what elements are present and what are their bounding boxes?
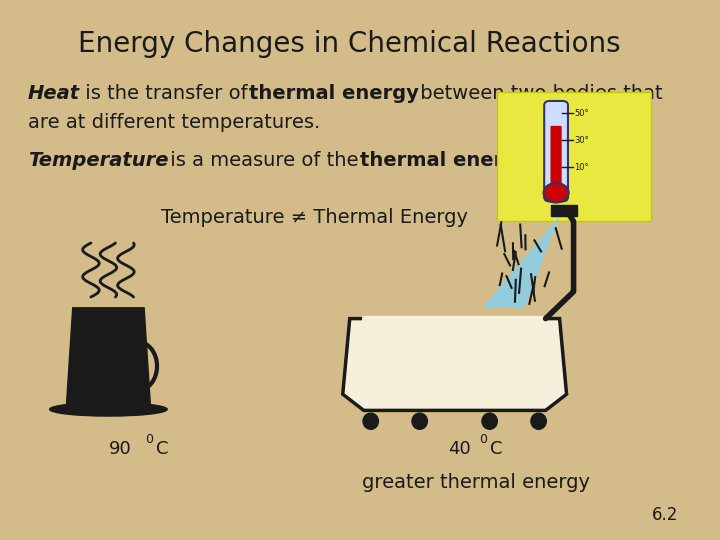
Text: C: C xyxy=(490,440,502,458)
Text: 0: 0 xyxy=(145,433,153,446)
Circle shape xyxy=(544,183,569,202)
Polygon shape xyxy=(343,319,567,410)
Text: thermal energy: thermal energy xyxy=(359,151,529,170)
Text: 30°: 30° xyxy=(575,136,589,145)
Text: between two bodies that: between two bodies that xyxy=(413,84,662,103)
Text: 40: 40 xyxy=(448,440,470,458)
Text: Energy Changes in Chemical Reactions: Energy Changes in Chemical Reactions xyxy=(78,30,621,58)
Ellipse shape xyxy=(363,413,379,429)
Polygon shape xyxy=(356,316,554,402)
Text: Temperature ≠ Thermal Energy: Temperature ≠ Thermal Energy xyxy=(161,208,468,227)
Text: 6.2: 6.2 xyxy=(652,506,678,524)
Polygon shape xyxy=(66,308,150,405)
Text: is a measure of the: is a measure of the xyxy=(164,151,365,170)
Text: 90: 90 xyxy=(109,440,131,458)
FancyBboxPatch shape xyxy=(497,92,650,221)
Text: Temperature: Temperature xyxy=(28,151,168,170)
Text: Heat: Heat xyxy=(28,84,80,103)
Text: is the transfer of: is the transfer of xyxy=(78,84,253,103)
Ellipse shape xyxy=(531,413,546,429)
Text: C: C xyxy=(156,440,168,458)
Text: 0: 0 xyxy=(479,433,487,446)
Text: .: . xyxy=(525,151,531,170)
Text: thermal energy: thermal energy xyxy=(248,84,418,103)
Ellipse shape xyxy=(412,413,428,429)
Text: 10°: 10° xyxy=(575,163,589,172)
Text: are at different temperatures.: are at different temperatures. xyxy=(28,113,320,132)
Polygon shape xyxy=(552,205,577,216)
Text: greater thermal energy: greater thermal energy xyxy=(361,472,590,491)
Ellipse shape xyxy=(482,413,498,429)
Text: 50°: 50° xyxy=(575,109,589,118)
FancyBboxPatch shape xyxy=(551,126,562,193)
FancyBboxPatch shape xyxy=(544,101,568,201)
Ellipse shape xyxy=(50,403,167,416)
Polygon shape xyxy=(482,216,559,308)
